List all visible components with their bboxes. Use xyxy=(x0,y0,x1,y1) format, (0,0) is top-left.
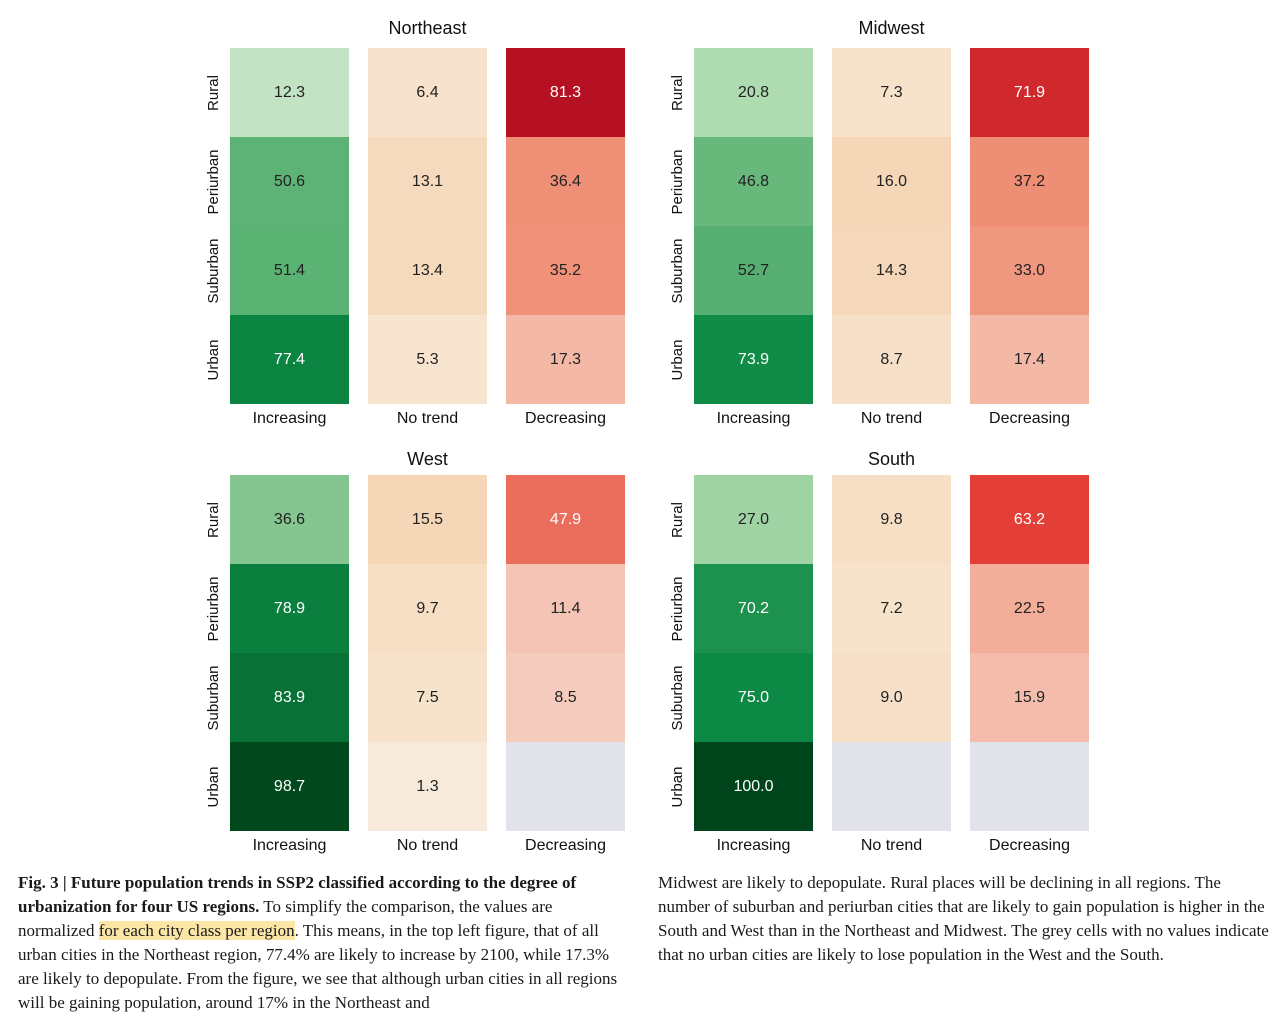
heatmap-cell-midwest-rural-decreasing: 71.9 xyxy=(970,48,1089,137)
col-label-northeast-no-trend: No trend xyxy=(396,410,459,427)
row-label-west-rural: Rural xyxy=(205,501,222,538)
heatmap-cell-northeast-periurban-decreasing: 36.4 xyxy=(506,137,625,226)
row-label-northeast-suburban: Suburban xyxy=(205,237,222,304)
heatmap-cell-south-urban-increasing: 100.0 xyxy=(694,742,813,831)
panel-title-northeast: Northeast xyxy=(388,18,467,38)
heatmap-cell-south-urban-no-trend xyxy=(832,742,951,831)
heatmap-cell-northeast-urban-increasing: 77.4 xyxy=(230,315,349,404)
heatmap-cell-south-periurban-decreasing: 22.5 xyxy=(970,564,1089,653)
panel-title-west: West xyxy=(407,449,448,469)
heatmap-cell-midwest-urban-no-trend: 8.7 xyxy=(832,315,951,404)
col-label-south-no-trend: No trend xyxy=(860,837,923,854)
caption-title: Future population trends in SSP2 classif… xyxy=(18,873,577,916)
col-label-south-increasing: Increasing xyxy=(716,837,791,854)
panel-title-midwest: Midwest xyxy=(858,18,925,38)
row-label-south-rural: Rural xyxy=(669,501,686,538)
row-label-west-suburban: Suburban xyxy=(205,664,222,731)
col-label-west-no-trend: No trend xyxy=(396,837,459,854)
heatmap-cell-northeast-suburban-no-trend: 13.4 xyxy=(368,226,487,315)
caption-right-text: Midwest are likely to depopulate. Rural … xyxy=(658,873,1269,964)
heatmap-cell-midwest-urban-decreasing: 17.4 xyxy=(970,315,1089,404)
row-label-west-urban: Urban xyxy=(205,766,222,807)
heatmap-cell-west-periurban-increasing: 78.9 xyxy=(230,564,349,653)
heatmap-cell-south-suburban-decreasing: 15.9 xyxy=(970,653,1089,742)
heatmap-cell-south-suburban-no-trend: 9.0 xyxy=(832,653,951,742)
heatmap-cell-west-urban-no-trend: 1.3 xyxy=(368,742,487,831)
heatmap-cell-west-urban-increasing: 98.7 xyxy=(230,742,349,831)
caption-text-2: . This means, in the top left figure, th… xyxy=(18,921,618,1012)
caption-text-1: To simplify the comparison, the values a… xyxy=(18,897,553,940)
heatmap-cell-northeast-periurban-no-trend: 13.1 xyxy=(368,137,487,226)
heatmap-cell-midwest-rural-no-trend: 7.3 xyxy=(832,48,951,137)
fig-label: Fig. 3 | xyxy=(18,873,67,892)
heatmap-cell-northeast-urban-decreasing: 17.3 xyxy=(506,315,625,404)
col-label-northeast-decreasing: Decreasing xyxy=(525,410,606,427)
heatmap-cell-south-suburban-increasing: 75.0 xyxy=(694,653,813,742)
heatmap-cell-northeast-rural-decreasing: 81.3 xyxy=(506,48,625,137)
row-label-northeast-periurban: Periurban xyxy=(205,148,222,215)
heatmap-cell-midwest-periurban-increasing: 46.8 xyxy=(694,137,813,226)
heatmap-cell-northeast-rural-increasing: 12.3 xyxy=(230,48,349,137)
heatmap-cell-northeast-urban-no-trend: 5.3 xyxy=(368,315,487,404)
heatmap-cell-west-periurban-no-trend: 9.7 xyxy=(368,564,487,653)
heatmap-cell-west-periurban-decreasing: 11.4 xyxy=(506,564,625,653)
col-label-midwest-increasing: Increasing xyxy=(716,410,791,427)
row-label-northeast-rural: Rural xyxy=(205,74,222,111)
heatmap-cell-northeast-suburban-increasing: 51.4 xyxy=(230,226,349,315)
heatmap-cell-northeast-rural-no-trend: 6.4 xyxy=(368,48,487,137)
heatmap-cell-west-suburban-decreasing: 8.5 xyxy=(506,653,625,742)
heatmap-cell-midwest-suburban-no-trend: 14.3 xyxy=(832,226,951,315)
row-label-west-periurban: Periurban xyxy=(205,575,222,642)
row-label-midwest-urban: Urban xyxy=(669,339,686,380)
heatmap-cell-midwest-urban-increasing: 73.9 xyxy=(694,315,813,404)
caption-left: Fig. 3 | Future population trends in SSP… xyxy=(18,871,626,1015)
heatmap-cell-west-suburban-no-trend: 7.5 xyxy=(368,653,487,742)
heatmap-cell-midwest-suburban-increasing: 52.7 xyxy=(694,226,813,315)
heatmap-cell-west-urban-decreasing xyxy=(506,742,625,831)
caption-right: Midwest are likely to depopulate. Rural … xyxy=(658,871,1270,967)
heatmap-cell-midwest-rural-increasing: 20.8 xyxy=(694,48,813,137)
caption-highlight: for each city class per region xyxy=(98,921,295,940)
panel-title-south: South xyxy=(867,449,916,469)
heatmap-cell-northeast-periurban-increasing: 50.6 xyxy=(230,137,349,226)
heatmap-cell-west-suburban-increasing: 83.9 xyxy=(230,653,349,742)
col-label-midwest-no-trend: No trend xyxy=(860,410,923,427)
heatmap-cell-south-urban-decreasing xyxy=(970,742,1089,831)
row-label-midwest-periurban: Periurban xyxy=(669,148,686,215)
heatmap-cell-south-rural-decreasing: 63.2 xyxy=(970,475,1089,564)
row-label-midwest-suburban: Suburban xyxy=(669,237,686,304)
heatmap-cell-west-rural-decreasing: 47.9 xyxy=(506,475,625,564)
heatmap-cell-west-rural-no-trend: 15.5 xyxy=(368,475,487,564)
col-label-northeast-increasing: Increasing xyxy=(252,410,327,427)
heatmap-cell-south-rural-no-trend: 9.8 xyxy=(832,475,951,564)
row-label-south-urban: Urban xyxy=(669,766,686,807)
row-label-south-suburban: Suburban xyxy=(669,664,686,731)
col-label-west-decreasing: Decreasing xyxy=(525,837,606,854)
col-label-midwest-decreasing: Decreasing xyxy=(989,410,1070,427)
heatmap-cell-midwest-suburban-decreasing: 33.0 xyxy=(970,226,1089,315)
row-label-midwest-rural: Rural xyxy=(669,74,686,111)
row-label-northeast-urban: Urban xyxy=(205,339,222,380)
heatmap-cell-south-rural-increasing: 27.0 xyxy=(694,475,813,564)
heatmap-cell-midwest-periurban-no-trend: 16.0 xyxy=(832,137,951,226)
heatmap-cell-west-rural-increasing: 36.6 xyxy=(230,475,349,564)
heatmap-cell-midwest-periurban-decreasing: 37.2 xyxy=(970,137,1089,226)
heatmap-cell-northeast-suburban-decreasing: 35.2 xyxy=(506,226,625,315)
heatmap-cell-south-periurban-no-trend: 7.2 xyxy=(832,564,951,653)
heatmap-cell-south-periurban-increasing: 70.2 xyxy=(694,564,813,653)
col-label-south-decreasing: Decreasing xyxy=(989,837,1070,854)
row-label-south-periurban: Periurban xyxy=(669,575,686,642)
col-label-west-increasing: Increasing xyxy=(252,837,327,854)
